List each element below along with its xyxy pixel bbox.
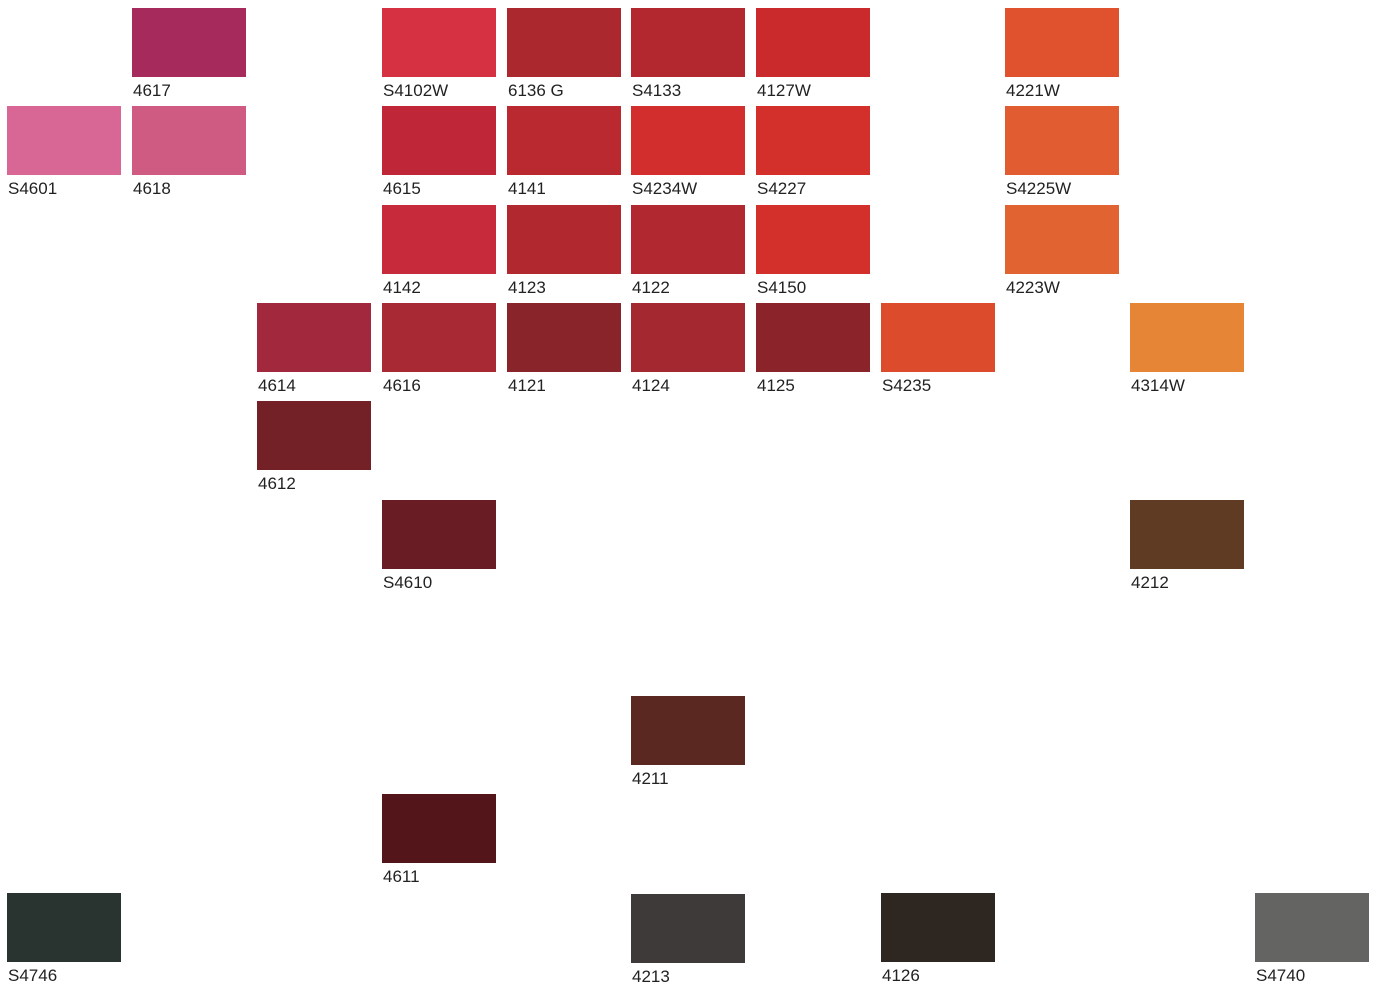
color-swatch: [507, 8, 621, 77]
color-swatch: [382, 500, 496, 569]
swatch-code-label: 4618: [133, 179, 171, 198]
color-swatch: [756, 303, 870, 372]
color-swatch: [631, 303, 745, 372]
swatch-code-label: 4121: [508, 376, 546, 395]
swatch-code-label: S4150: [757, 278, 807, 297]
swatch-code-label: 6136 G: [508, 81, 564, 100]
color-swatch: [7, 893, 121, 962]
color-swatch: [507, 205, 621, 274]
swatch-code-label: S4133: [632, 81, 682, 100]
color-swatch: [1005, 106, 1119, 175]
swatch-code-label: 4223W: [1006, 278, 1060, 297]
swatch-code-label: S4234W: [632, 179, 698, 198]
color-swatch: [881, 303, 995, 372]
swatch-code-label: S4225W: [1006, 179, 1072, 198]
swatch-code-label: 4211: [632, 769, 669, 788]
swatch-code-label: 4213: [632, 967, 670, 986]
color-swatch: [507, 106, 621, 175]
swatch-code-label: S4746: [8, 966, 58, 985]
swatch-code-label: S4102W: [383, 81, 449, 100]
swatch-code-label: 4221W: [1006, 81, 1060, 100]
swatch-code-label: S4740: [1256, 966, 1306, 985]
color-swatch: [382, 794, 496, 863]
color-swatch: [7, 106, 121, 175]
color-swatch: [631, 696, 745, 765]
swatch-code-label: 4615: [383, 179, 421, 198]
color-swatch: [257, 303, 371, 372]
color-swatch: [631, 205, 745, 274]
swatch-code-label: 4127W: [757, 81, 811, 100]
swatch-code-label: 4123: [508, 278, 546, 297]
color-swatch: [132, 8, 246, 77]
color-swatch: [756, 8, 870, 77]
swatch-code-label: 4124: [632, 376, 670, 395]
color-swatch: [1130, 500, 1244, 569]
color-swatch: [1130, 303, 1244, 372]
color-swatch: [1005, 8, 1119, 77]
color-swatch: [756, 106, 870, 175]
color-swatch: [507, 303, 621, 372]
swatch-code-label: 4617: [133, 81, 171, 100]
color-swatch: [132, 106, 246, 175]
swatch-code-label: 4122: [632, 278, 670, 297]
swatch-code-label: 4141: [508, 179, 546, 198]
swatch-code-label: 4614: [258, 376, 296, 395]
swatch-code-label: 4612: [258, 474, 296, 493]
color-swatch: [382, 303, 496, 372]
swatch-code-label: 4616: [383, 376, 421, 395]
swatch-code-label: S4235: [882, 376, 932, 395]
swatch-code-label: 4126: [882, 966, 920, 985]
color-swatch: [382, 205, 496, 274]
color-swatch: [257, 401, 371, 470]
color-swatch: [756, 205, 870, 274]
color-swatch: [1255, 893, 1369, 962]
swatch-code-label: S4227: [757, 179, 807, 198]
swatch-code-label: S4610: [383, 573, 433, 592]
swatch-code-label: S4601: [8, 179, 58, 198]
color-swatch: [631, 106, 745, 175]
color-swatch: [631, 8, 745, 77]
swatch-code-label: 4125: [757, 376, 795, 395]
swatch-code-label: 4611: [383, 867, 420, 886]
swatch-code-label: 4212: [1131, 573, 1169, 592]
swatch-code-label: 4314W: [1131, 376, 1185, 395]
swatch-code-label: 4142: [383, 278, 421, 297]
color-swatch: [881, 893, 995, 962]
color-swatch: [631, 894, 745, 963]
color-swatch: [382, 8, 496, 77]
color-swatch: [382, 106, 496, 175]
color-swatch: [1005, 205, 1119, 274]
